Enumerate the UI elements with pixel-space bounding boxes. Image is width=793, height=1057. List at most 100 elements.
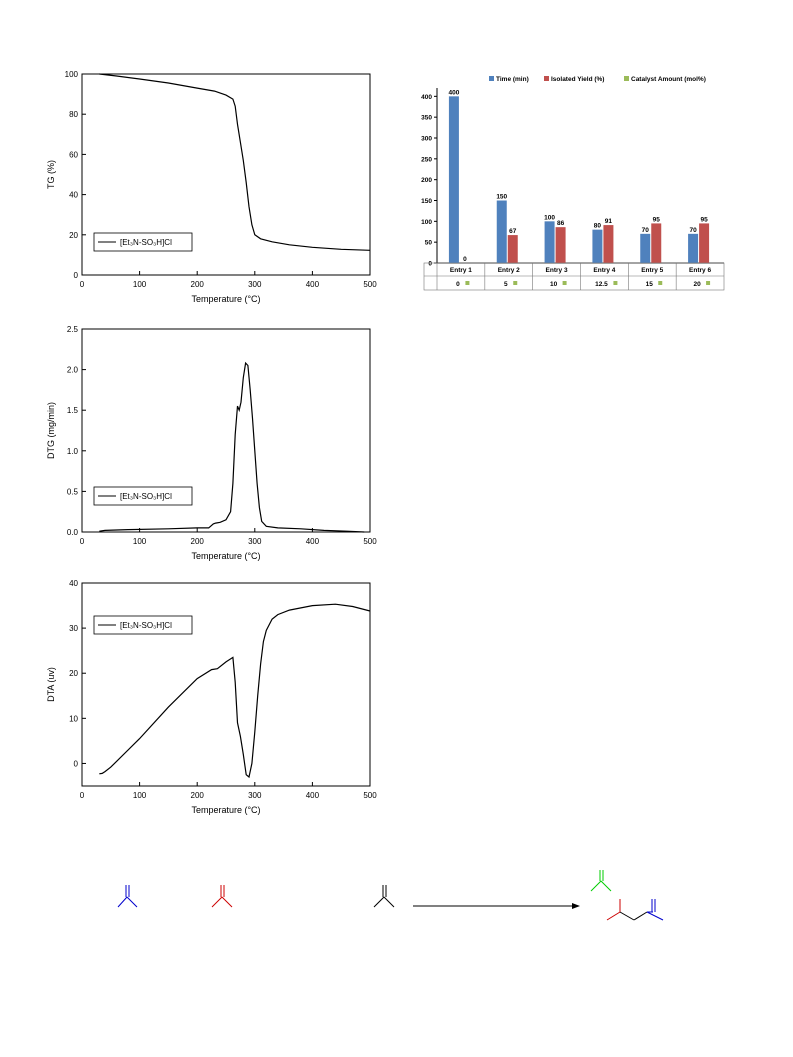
catalyst-marker — [706, 281, 711, 285]
y-tick-label: 80 — [69, 110, 78, 119]
legend-label: [Et₃N-SO₃H]Cl — [120, 492, 172, 501]
category-label: Entry 6 — [689, 267, 711, 274]
x-axis-label: Temperature (°C) — [191, 551, 260, 561]
yield-bar — [603, 225, 614, 263]
time-bar — [496, 200, 507, 263]
catalyst-value: 5 — [504, 281, 508, 288]
series-line — [99, 361, 365, 533]
x-tick-label: 0 — [80, 280, 85, 289]
y-axis-label: TG (%) — [46, 160, 56, 189]
y-tick-label: 40 — [69, 191, 78, 200]
time-bar — [448, 96, 459, 263]
bar-y-tick-label: 350 — [421, 115, 432, 122]
catalyst-marker — [562, 281, 567, 285]
y-tick-label: 0 — [74, 271, 79, 280]
category-label: Entry 3 — [546, 267, 568, 274]
category-label: Entry 2 — [498, 267, 520, 274]
bar-table — [423, 262, 725, 291]
bar-y-tick-label: 0 — [428, 261, 432, 268]
y-tick-label: 2.5 — [67, 325, 79, 334]
y-tick-label: 40 — [69, 579, 78, 588]
x-tick-label: 300 — [248, 280, 262, 289]
y-tick-label: 20 — [69, 231, 78, 240]
plot-frame — [81, 73, 371, 276]
category-label: Entry 5 — [641, 267, 663, 274]
category-label: Entry 1 — [450, 267, 472, 274]
catalyst-value: 10 — [550, 281, 558, 288]
yield-bar — [555, 227, 566, 263]
y-tick-label: 1.5 — [67, 406, 79, 415]
x-tick-label: 300 — [248, 537, 262, 546]
catalyst-value: 12.5 — [595, 281, 608, 288]
bar-y-tick-label: 200 — [421, 177, 432, 184]
y-tick-label: 0.0 — [67, 528, 79, 537]
x-tick-label: 0 — [80, 537, 85, 546]
time-data-label: 70 — [689, 227, 697, 234]
x-tick-label: 200 — [191, 537, 205, 546]
catalyst-marker — [513, 281, 518, 285]
catalyst-value: 20 — [693, 281, 701, 288]
yield-data-label: 91 — [605, 218, 613, 225]
time-data-label: 100 — [544, 214, 555, 221]
x-tick-label: 400 — [306, 791, 320, 800]
time-bar — [592, 229, 603, 263]
yield-data-label: 0 — [463, 256, 467, 263]
legend-label: [Et₃N-SO₃H]Cl — [120, 621, 172, 630]
red-ketone-structure — [211, 885, 233, 908]
series-line — [99, 603, 371, 779]
plot-frame — [81, 582, 371, 787]
bar-y-tick-label: 250 — [421, 156, 432, 163]
y-tick-label: 2.0 — [67, 366, 79, 375]
blue-ketone-structure — [117, 885, 138, 908]
bar-y-tick-label: 400 — [421, 94, 432, 101]
x-tick-label: 0 — [80, 791, 85, 800]
y-tick-label: 10 — [69, 714, 78, 723]
bar-y-tick-label: 50 — [425, 240, 433, 247]
time-data-label: 150 — [496, 194, 507, 201]
x-tick-label: 500 — [363, 791, 377, 800]
catalyst-marker — [658, 281, 663, 285]
y-tick-label: 100 — [65, 70, 79, 79]
x-tick-label: 400 — [306, 280, 320, 289]
bar-legend-label: Time (min) — [496, 76, 529, 83]
x-axis-label: Temperature (°C) — [191, 294, 260, 304]
y-tick-label: 60 — [69, 150, 78, 159]
y-axis-label: DTA (uv) — [46, 667, 56, 702]
time-bar — [640, 233, 651, 263]
x-tick-label: 500 — [363, 537, 377, 546]
black-alkene-structure — [373, 885, 395, 908]
green-fragment-structure — [590, 870, 612, 892]
yield-bar — [507, 235, 518, 263]
category-label: Entry 4 — [593, 267, 615, 274]
catalyst-marker — [465, 281, 470, 285]
time-data-label: 70 — [642, 227, 650, 234]
x-tick-label: 100 — [133, 537, 147, 546]
x-tick-label: 200 — [191, 791, 205, 800]
bar-y-tick-label: 300 — [421, 136, 432, 143]
bar-y-tick-label: 100 — [421, 219, 432, 226]
time-bar — [544, 221, 555, 263]
time-data-label: 80 — [594, 223, 602, 230]
y-axis-label: DTG (mg/min) — [46, 402, 56, 459]
bar-legend-swatch — [624, 76, 629, 81]
legend-label: [Et₃N-SO₃H]Cl — [120, 238, 172, 247]
catalyst-value: 15 — [646, 281, 654, 288]
catalyst-marker — [613, 281, 618, 285]
y-tick-label: 0 — [74, 759, 79, 768]
x-axis-label: Temperature (°C) — [191, 805, 260, 815]
bar-legend-label: Catalyst Amount (mol%) — [631, 76, 706, 83]
x-tick-label: 300 — [248, 791, 262, 800]
y-tick-label: 30 — [69, 624, 78, 633]
series-line — [99, 73, 371, 251]
x-tick-label: 500 — [363, 280, 377, 289]
catalyst-value: 0 — [456, 281, 460, 288]
x-tick-label: 100 — [133, 791, 147, 800]
bar-legend-swatch — [544, 76, 549, 81]
yield-data-label: 95 — [700, 216, 708, 223]
x-tick-label: 100 — [133, 280, 147, 289]
yield-data-label: 67 — [509, 228, 517, 235]
yield-data-label: 86 — [557, 220, 565, 227]
x-tick-label: 200 — [191, 280, 205, 289]
